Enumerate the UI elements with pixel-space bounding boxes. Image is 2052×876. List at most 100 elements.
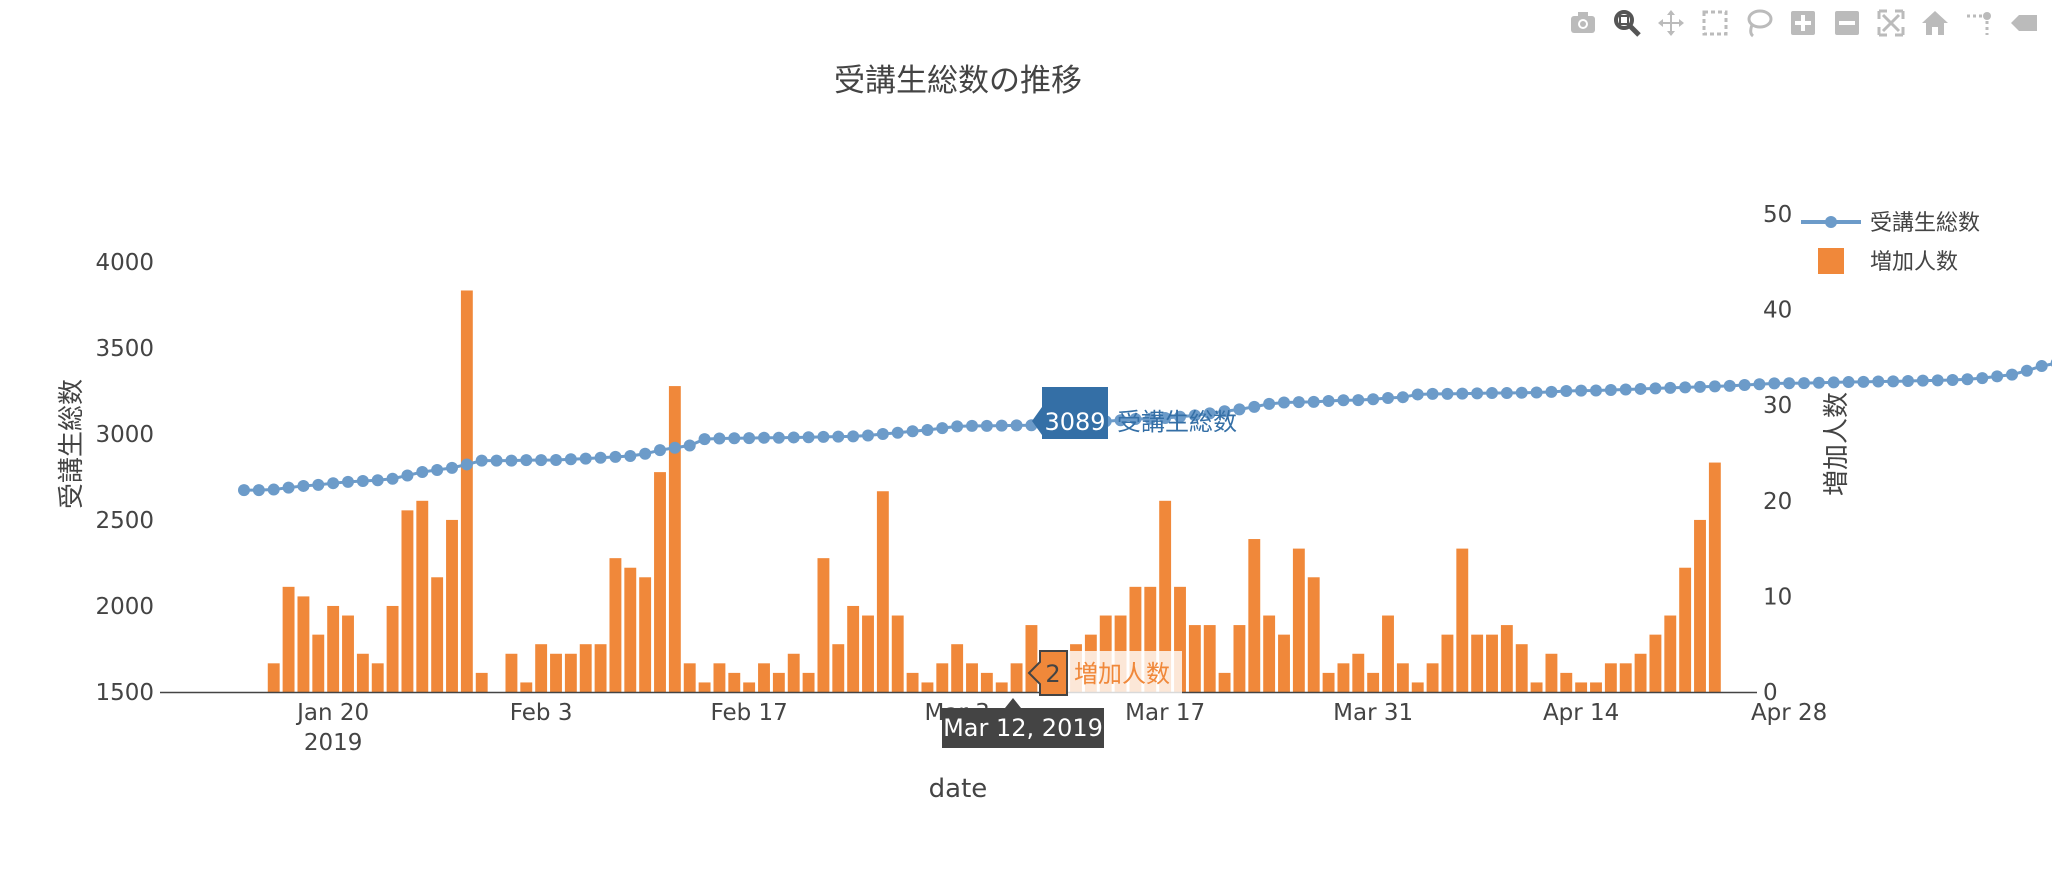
- bar: [1367, 672, 1380, 692]
- y-tick-label: 2000: [95, 594, 154, 620]
- line-point: [1857, 375, 1870, 388]
- y-tick-label: 3000: [95, 422, 154, 448]
- y2-tick-label: 0: [1763, 680, 1778, 706]
- line-point: [252, 484, 265, 497]
- legend-line-marker: [1825, 216, 1837, 228]
- line-point: [1307, 395, 1320, 408]
- line-point: [787, 431, 800, 444]
- line-point: [936, 422, 949, 435]
- zoom-icon-glyph: [1614, 10, 1641, 37]
- spike-lines-icon[interactable]: [1960, 6, 1998, 40]
- line-point: [1753, 378, 1766, 391]
- y-axis-title: 受講生総数: [57, 379, 87, 509]
- line-point: [1961, 373, 1974, 386]
- line-point: [2020, 364, 2033, 377]
- bar: [1456, 548, 1469, 692]
- hover-bar-box: [1027, 650, 1068, 696]
- autoscale-icon[interactable]: [1872, 6, 1910, 40]
- line-point: [1664, 381, 1677, 394]
- line-point: [683, 439, 696, 452]
- bar: [1292, 548, 1305, 692]
- hover-bar-value: 2: [1045, 660, 1060, 688]
- line-point: [698, 433, 711, 446]
- reset-axes-icon[interactable]: [1916, 6, 1954, 40]
- bar: [356, 653, 369, 692]
- bar: [1278, 634, 1290, 692]
- line-point: [1812, 376, 1825, 389]
- line-point: [1233, 403, 1246, 416]
- hover-date-label: Mar 12, 2019: [943, 714, 1103, 742]
- y2-tick-label: 30: [1763, 393, 1792, 419]
- bar: [1560, 672, 1573, 692]
- bar: [847, 605, 860, 692]
- reset-axes-icon-glyph: [1922, 11, 1948, 35]
- pan-icon[interactable]: [1652, 6, 1690, 40]
- line-point: [1367, 393, 1380, 406]
- bar: [1396, 663, 1409, 692]
- hover-closest-icon[interactable]: [2004, 6, 2042, 40]
- line-point: [520, 454, 533, 467]
- legend-bar-swatch: [1818, 248, 1844, 274]
- line-point: [594, 451, 607, 464]
- line-point: [1991, 370, 2004, 383]
- line-point: [1530, 386, 1543, 399]
- box-select-icon[interactable]: [1696, 6, 1734, 40]
- bar: [936, 663, 949, 692]
- bar: [1025, 625, 1038, 692]
- line-point: [1352, 394, 1365, 407]
- bar: [1382, 615, 1394, 692]
- line-point: [1545, 385, 1558, 398]
- bar: [1322, 672, 1335, 692]
- line-point: [1322, 394, 1335, 407]
- bar: [1708, 462, 1721, 692]
- line-point: [1426, 387, 1439, 400]
- zoom-icon[interactable]: [1608, 6, 1646, 40]
- line-point: [1263, 397, 1276, 410]
- bar: [1619, 663, 1632, 692]
- x-tick-label: Feb 3: [510, 700, 573, 726]
- x-tick-label: Feb 17: [710, 700, 787, 726]
- bar: [1248, 539, 1261, 692]
- bar: [594, 644, 607, 692]
- bar: [624, 567, 637, 692]
- line-point: [1575, 384, 1588, 397]
- bar: [1352, 653, 1365, 692]
- bar: [386, 605, 399, 692]
- bar: [787, 653, 800, 692]
- line-point: [862, 429, 874, 442]
- line-point: [356, 474, 369, 487]
- line-point: [802, 431, 815, 444]
- x-tick-label: Apr 28: [1751, 700, 1827, 726]
- line-point: [609, 450, 622, 463]
- line-point: [1916, 374, 1929, 387]
- line-point: [847, 430, 860, 443]
- zoom-out-icon[interactable]: [1828, 6, 1866, 40]
- bar: [1441, 634, 1454, 692]
- lasso-icon[interactable]: [1740, 6, 1778, 40]
- bar: [832, 644, 845, 692]
- zoom-in-icon[interactable]: [1784, 6, 1822, 40]
- line-point: [951, 420, 964, 433]
- line-point: [668, 441, 681, 454]
- bar: [639, 577, 652, 692]
- line-point: [1798, 377, 1810, 390]
- camera-icon[interactable]: [1564, 6, 1602, 40]
- zoom-in-icon-glyph: [1791, 11, 1815, 35]
- bar: [980, 672, 993, 692]
- bar: [535, 644, 548, 692]
- line-point: [906, 425, 919, 438]
- bar: [520, 682, 533, 692]
- line-point: [1679, 381, 1692, 394]
- line-point: [2035, 360, 2048, 373]
- camera-icon-glyph: [1571, 12, 1595, 33]
- line-point: [1842, 376, 1855, 389]
- bar: [416, 500, 429, 692]
- bar: [431, 577, 444, 692]
- bar: [579, 644, 592, 692]
- line-point: [1619, 383, 1632, 396]
- line-point: [371, 474, 384, 487]
- bar: [475, 672, 488, 692]
- line-point: [1203, 407, 1216, 420]
